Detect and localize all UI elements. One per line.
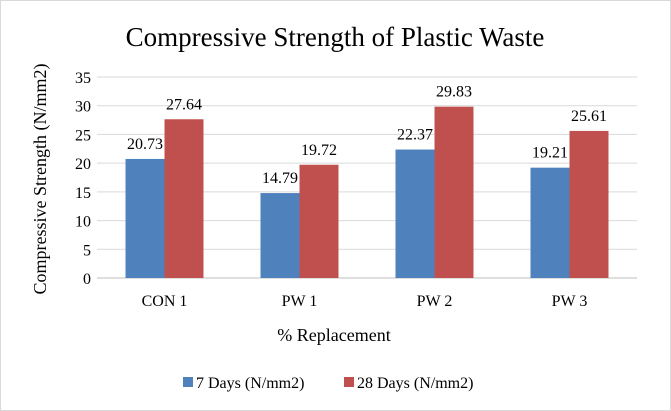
y-tick-label: 25 — [75, 127, 91, 144]
x-tick-label: CON 1 — [142, 293, 188, 310]
x-tick-label: PW 3 — [552, 293, 588, 310]
y-tick-label: 30 — [75, 99, 91, 116]
bar — [395, 149, 435, 278]
y-tick-labels: 0 5 10 15 20 25 30 35 — [75, 70, 91, 288]
bar — [125, 158, 165, 278]
bar — [569, 130, 609, 278]
y-tick-label: 35 — [75, 70, 91, 87]
x-tick-label: PW 1 — [282, 293, 318, 310]
y-tick-label: 15 — [75, 185, 91, 202]
legend-label: 28 Days (N/mm2) — [357, 375, 473, 392]
data-label: 19.72 — [301, 142, 337, 159]
legend-swatch — [183, 377, 193, 387]
data-label: 20.73 — [127, 136, 163, 153]
x-tick-label: PW 2 — [417, 293, 453, 310]
y-tick-label: 20 — [75, 156, 91, 173]
y-tick-label: 5 — [83, 242, 91, 259]
bars — [125, 106, 609, 278]
x-axis-label: % Replacement — [277, 325, 390, 345]
bar — [164, 119, 204, 278]
y-tick-label: 10 — [75, 214, 91, 231]
data-label: 27.64 — [166, 96, 202, 113]
legend: 7 Days (N/mm2) 28 Days (N/mm2) — [183, 375, 473, 392]
legend-swatch — [344, 377, 354, 387]
bar — [434, 106, 474, 278]
data-label: 14.79 — [262, 170, 298, 187]
x-tick-labels: CON 1 PW 1 PW 2 PW 3 — [142, 293, 588, 310]
bar — [530, 167, 570, 278]
y-tick-label: 0 — [83, 271, 91, 288]
y-axis-label: Compressive Strength (N/mm2) — [30, 64, 51, 295]
bar — [299, 164, 339, 278]
legend-label: 7 Days (N/mm2) — [196, 375, 304, 392]
bar — [260, 193, 300, 278]
data-label: 29.83 — [436, 84, 472, 101]
data-label: 22.37 — [397, 127, 433, 144]
data-label: 19.21 — [532, 145, 568, 162]
data-label: 25.61 — [571, 108, 607, 125]
chart-title: Compressive Strength of Plastic Waste — [126, 22, 545, 52]
